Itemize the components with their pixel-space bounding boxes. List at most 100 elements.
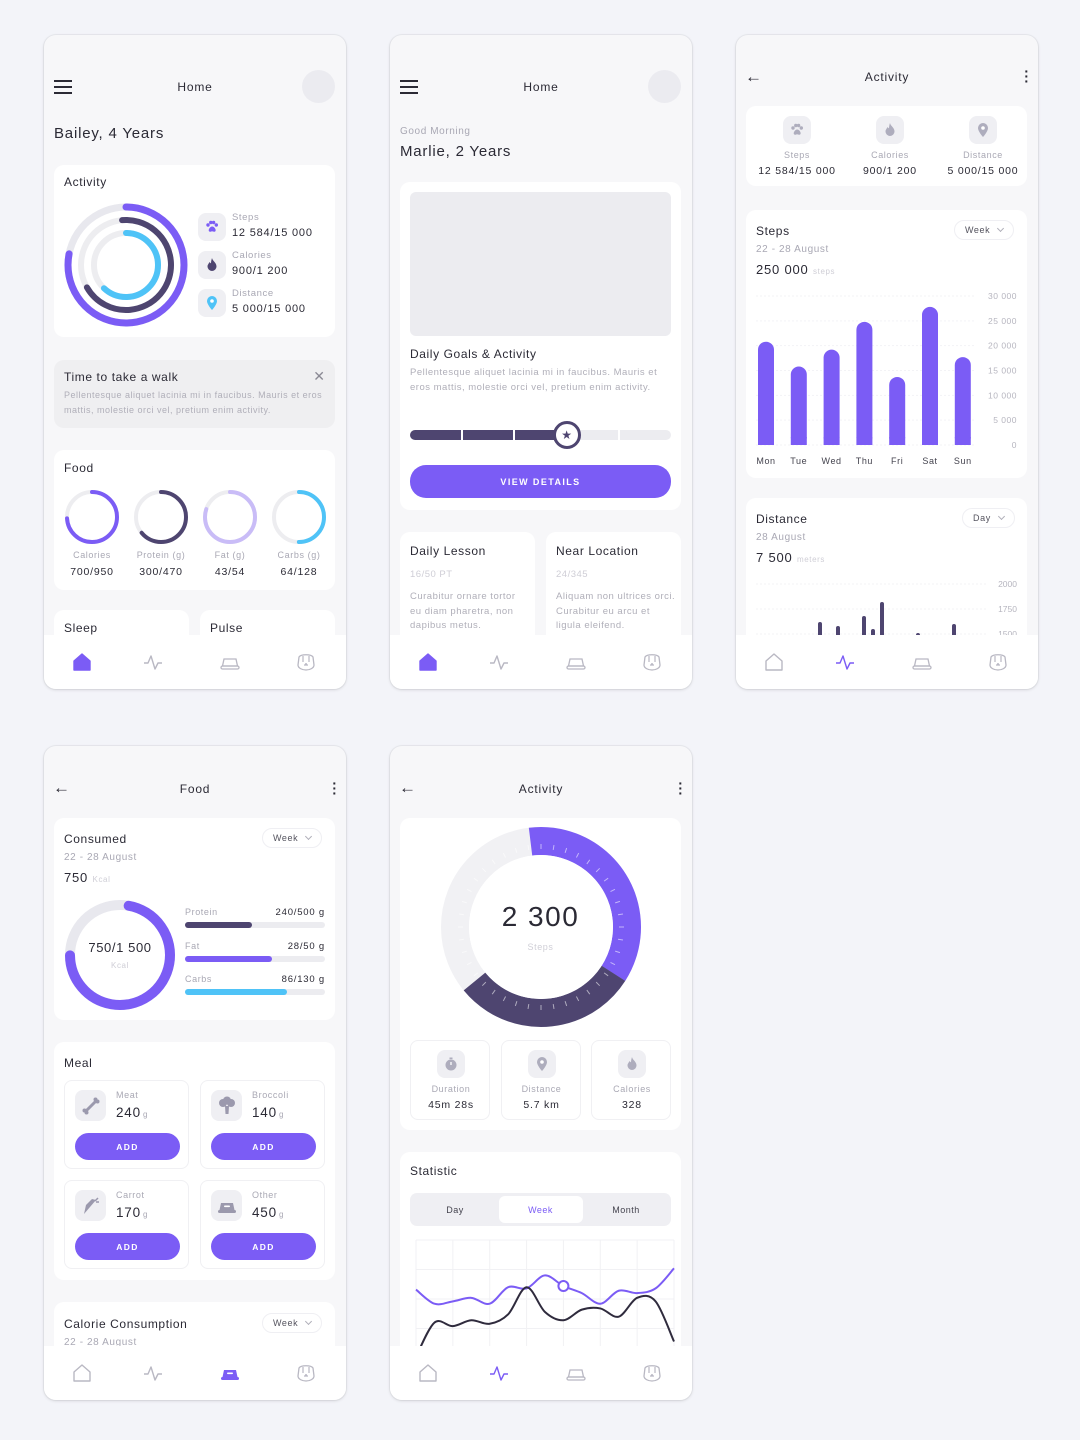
dial-tick — [466, 961, 472, 966]
page-title: Home — [177, 80, 213, 94]
nav-home-icon[interactable] — [71, 651, 93, 673]
y-tick-label: 30 000 — [988, 291, 1017, 301]
stat-tile-calories: Calories 328 — [591, 1040, 671, 1120]
avatar[interactable] — [302, 70, 335, 103]
progress-segment — [515, 430, 566, 440]
card-title: Steps — [756, 224, 790, 238]
period-dropdown[interactable]: Week — [954, 220, 1015, 240]
home-screen-marlie: Home Good Morning Marlie, 2 Years Daily … — [390, 35, 692, 689]
nav-activity-pulse-icon[interactable] — [142, 651, 164, 673]
macro-label: Protein — [185, 907, 218, 917]
x-tick-label: Sat — [922, 456, 937, 466]
nav-food-bowl-icon[interactable] — [565, 1362, 587, 1384]
nav-dog-profile-icon[interactable] — [295, 1362, 317, 1384]
meal-item-carrot: Carrot 170 g ADD — [64, 1180, 189, 1269]
nav-food-bowl-icon[interactable] — [565, 651, 587, 673]
tab-day[interactable]: Day — [446, 1204, 464, 1215]
total-value: 250 000 — [756, 262, 809, 277]
more-options-icon[interactable]: · · · — [1024, 63, 1029, 89]
nav-dog-profile-icon[interactable] — [295, 651, 317, 673]
dial-tick — [586, 989, 591, 995]
bottom-nav — [390, 635, 692, 689]
back-arrow-icon[interactable]: ← — [745, 67, 762, 86]
add-button[interactable]: ADD — [75, 1233, 180, 1260]
walk-reminder-card: Time to take a walk ✕ Pellentesque aliqu… — [54, 360, 335, 428]
stat-label: Calories — [871, 150, 909, 160]
tab-week[interactable]: Week — [498, 1196, 583, 1223]
highlight-point[interactable] — [557, 1280, 570, 1293]
meal-amount: 140 g — [252, 1105, 284, 1120]
nav-activity-pulse-icon[interactable] — [488, 1362, 510, 1384]
stat-value: 12 584/15 000 — [232, 227, 313, 239]
stat-label: Distance — [963, 150, 1003, 160]
card-title: Meal — [64, 1056, 93, 1070]
stat-label: Steps — [783, 150, 810, 160]
activity-card[interactable]: Activity Steps 12 584/15 000 Calories 900/1… — [54, 165, 335, 337]
y-tick-label: 1750 — [998, 604, 1017, 614]
nav-food-bowl-icon[interactable] — [911, 651, 933, 673]
add-button[interactable]: ADD — [211, 1233, 316, 1260]
nav-activity-pulse-icon[interactable] — [834, 651, 856, 673]
y-tick-label: 20 000 — [988, 341, 1017, 351]
back-arrow-icon[interactable]: ← — [399, 778, 416, 797]
dial-tick — [491, 989, 496, 995]
bar-fri — [889, 376, 906, 445]
chevron-down-icon — [305, 832, 313, 841]
steps-bar-chart: 30 000 25 000 20 000 15 000 10 000 5 000 0 Mon T… — [756, 291, 1017, 466]
date-range: 22 - 28 August — [756, 244, 829, 255]
food-ring-fill — [134, 490, 188, 544]
meal-value: 140 — [252, 1105, 277, 1120]
nav-home-icon[interactable] — [71, 1362, 93, 1384]
nav-home-icon[interactable] — [763, 651, 785, 673]
more-options-icon[interactable]: · · · — [332, 775, 337, 801]
unit: steps — [813, 267, 836, 276]
nav-food-bowl-icon[interactable] — [219, 651, 241, 673]
view-details-button[interactable]: VIEW DETAILS — [410, 465, 671, 498]
dial-tick — [473, 877, 479, 882]
avatar[interactable] — [648, 70, 681, 103]
card-title: Food — [64, 461, 94, 475]
more-options-icon[interactable]: · · · — [678, 775, 683, 801]
nav-home-icon[interactable] — [417, 651, 439, 673]
period-dropdown[interactable]: Day — [962, 508, 1015, 528]
nav-dog-profile-icon[interactable] — [987, 651, 1009, 673]
macro-value: 240/500 g — [275, 907, 325, 918]
food-ring — [65, 490, 119, 544]
dial-tick — [473, 972, 479, 977]
add-button[interactable]: ADD — [211, 1133, 316, 1160]
card-title: Statistic — [410, 1164, 458, 1178]
dial-tick — [615, 950, 621, 954]
nav-dog-profile-icon[interactable] — [641, 1362, 663, 1384]
period-dropdown[interactable]: Week — [262, 1313, 323, 1333]
food-card[interactable]: Food Calories 700/950 Protein (g) 300/470 Fa… — [54, 450, 335, 590]
progress-star-marker-icon[interactable]: ★ — [552, 421, 581, 449]
dial-tick — [564, 847, 568, 853]
stat-value: 5 000/15 000 — [947, 165, 1019, 177]
stopwatch-icon — [437, 1050, 465, 1078]
close-icon[interactable]: ✕ — [313, 368, 325, 384]
nav-dog-profile-icon[interactable] — [641, 651, 663, 673]
nav-home-icon[interactable] — [417, 1362, 439, 1384]
paw-icon — [783, 116, 811, 144]
y-tick-label: 5 000 — [993, 415, 1017, 425]
tab-month[interactable]: Month — [612, 1204, 640, 1215]
back-arrow-icon[interactable]: ← — [53, 778, 70, 797]
nav-activity-pulse-icon[interactable] — [142, 1362, 164, 1384]
bar-base — [922, 437, 938, 445]
dial-tick — [458, 913, 465, 916]
period-dropdown[interactable]: Week — [262, 828, 323, 848]
dial-tick — [552, 1003, 555, 1010]
food-label: Calories — [73, 550, 111, 560]
stat-label: Distance — [521, 1084, 562, 1094]
macro-value: 86/130 g — [281, 974, 325, 985]
meal-amount: 170 g — [116, 1205, 148, 1220]
nav-food-bowl-icon[interactable] — [219, 1362, 241, 1384]
nav-activity-pulse-icon[interactable] — [488, 651, 510, 673]
total-value: 750 — [64, 870, 89, 885]
meal-item-broccoli: Broccoli 140 g ADD — [200, 1080, 325, 1169]
x-tick-label: Fri — [891, 456, 903, 466]
meal-item-meat: Meat 240 g ADD — [64, 1080, 189, 1169]
menu-icon[interactable] — [400, 80, 418, 98]
menu-icon[interactable] — [54, 80, 72, 98]
add-button[interactable]: ADD — [75, 1133, 180, 1160]
